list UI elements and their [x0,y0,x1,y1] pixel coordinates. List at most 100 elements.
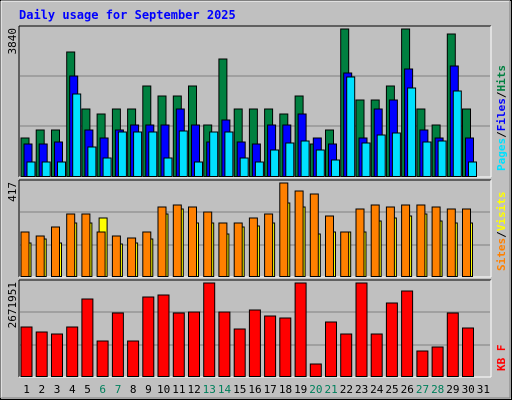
bar-top-pages-day-2 [41,161,51,177]
x-tick-label-day-25: 25 [385,383,398,396]
bar-bottom-kb-f-day-3 [51,333,63,377]
bar-middle-sites-day-29 [446,208,456,277]
x-tick-label-day-16: 16 [248,383,261,396]
legend-files: Files [495,98,508,131]
x-tick-label-day-27: 27 [416,383,429,396]
panel-top-legend-text: Pages/Files/Hits [495,65,508,171]
bar-middle-sites-day-19 [294,190,304,277]
bar-middle-sites-day-4 [66,213,76,277]
bar-top-pages-day-3 [57,161,66,177]
bar-top-pages-day-18 [285,142,295,177]
bar-top-pages-day-20 [315,149,325,177]
bar-bottom-kb-f-day-13 [203,282,216,377]
x-tick-label-day-30: 30 [462,383,475,396]
bar-middle-sites-day-21 [325,215,334,277]
bar-top-pages-day-12 [194,161,203,177]
bar-middle-sites-day-7 [111,235,121,277]
panel-top-ymax-label: 3840 [6,28,19,55]
x-tick-label-day-11: 11 [172,383,185,396]
bar-middle-sites-day-25 [385,206,395,277]
x-tick-label-day-21: 21 [324,383,337,396]
x-tick-label-day-20: 20 [309,383,322,396]
bar-middle-sites-day-20 [309,193,319,277]
bar-bottom-kb-f-day-5 [81,298,94,377]
x-tick-label-day-26: 26 [401,383,414,396]
bar-middle-sites-day-17 [264,213,274,277]
bar-top-pages-day-25 [391,132,401,177]
bar-bottom-kb-f-day-12 [188,311,200,377]
bar-top-pages-day-16 [254,161,264,177]
legend-hits: Hits [495,65,508,92]
panel-top: 3840 Pages/Files/Hits [6,25,508,178]
x-tick-label-day-9: 9 [145,383,152,396]
x-tick-label-day-2: 2 [38,383,45,396]
x-tick-label-day-10: 10 [157,383,170,396]
x-tick-label-day-28: 28 [431,383,444,396]
bar-bottom-kb-f-day-21 [325,321,337,377]
bar-bottom-kb-f-day-9 [142,296,155,377]
bar-middle-sites-day-24 [370,204,380,277]
bar-top-pages-day-6 [102,157,112,177]
x-tick-label-day-12: 12 [187,383,200,396]
x-tick-label-day-7: 7 [115,383,122,396]
bar-bottom-kb-f-day-11 [172,312,185,377]
bar-bottom-kb-f-day-22 [340,333,353,377]
x-tick-label-day-15: 15 [233,383,246,396]
bar-top-pages-day-5 [87,146,97,177]
legend-pages: Pages [495,138,508,171]
bar-top-pages-day-10 [163,157,173,177]
x-tick-label-day-18: 18 [279,383,292,396]
bar-bottom-kb-f-day-23 [355,282,368,377]
bar-middle-sites-day-9 [142,231,152,277]
bar-top-pages-day-11 [178,130,188,177]
panel-middle-ymax-label: 417 [6,182,19,202]
bar-bottom-kb-f-day-30 [462,327,474,377]
bar-top-pages-day-29 [452,90,462,177]
bar-bottom-kb-f-day-2 [35,331,48,377]
bar-top-pages-day-7 [117,131,127,177]
panel-bottom-legend: KB F [495,345,508,372]
bar-bottom-kb-f-day-25 [385,302,398,377]
panel-top-legend: Pages/Files/Hits [495,65,508,171]
bar-bottom-kb-f-day-1 [20,326,33,377]
panel-bottom-ymax-label: 2671951 [6,282,19,328]
bar-bottom-kb-f-day-28 [431,346,444,377]
bar-middle-sites-day-27 [416,204,426,277]
bar-middle-sites-day-26 [401,204,411,277]
bar-top-pages-day-27 [422,141,432,177]
bar-bottom-kb-f-day-6 [96,340,109,377]
bar-middle-sites-day-8 [127,237,137,277]
x-tick-label-day-17: 17 [264,383,277,396]
bar-bottom-kb-f-day-10 [157,294,170,377]
bar-top-pages-day-1 [26,161,36,177]
panel-middle: 417 Sites/Visits [6,179,508,278]
bar-middle-sites-day-30 [462,208,471,277]
bar-middle-sites-day-14 [218,222,228,277]
bar-middle-sites-day-28 [431,206,441,277]
bar-middle-sites-day-10 [157,206,167,277]
bar-bottom-kb-f-day-14 [218,311,231,377]
bar-top-pages-day-22 [346,76,356,177]
legend-sites: Sites [495,238,508,271]
bar-bottom-kb-f-day-17 [264,315,277,377]
bar-middle-sites-day-18 [279,182,289,277]
legend-kb-f: KB F [495,345,508,372]
x-tick-label-day-31: 31 [477,383,490,396]
bar-top-pages-day-19 [300,140,310,177]
bar-bottom-kb-f-day-29 [446,312,459,377]
bar-bottom-kb-f-day-26 [401,290,414,377]
bar-top-pages-day-8 [133,131,143,177]
panel-middle-legend: Sites/Visits [495,192,508,272]
bar-bottom-kb-f-day-16 [248,309,261,377]
x-tick-label-day-29: 29 [446,383,459,396]
bar-top-pages-day-13 [209,131,219,177]
bar-top-pages-day-21 [331,159,340,177]
bar-bottom-kb-f-day-19 [294,282,307,377]
x-tick-label-day-4: 4 [69,383,76,396]
bar-top-pages-day-4 [72,93,82,177]
bar-bottom-kb-f-day-7 [111,312,124,377]
bar-middle-sites-day-15 [233,222,243,277]
chart-title: Daily usage for September 2025 [19,8,236,22]
bar-middle-sites-day-6 [96,231,106,277]
